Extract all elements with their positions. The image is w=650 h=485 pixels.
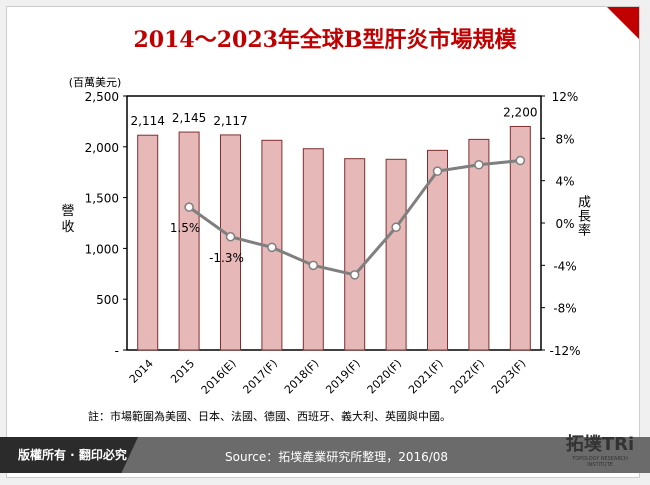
- y2-tick-label: -8%: [553, 302, 576, 316]
- bar: [178, 131, 200, 351]
- growth-point: [225, 232, 236, 242]
- growth-point: [308, 260, 319, 271]
- y-tick-label: -: [115, 344, 119, 358]
- logo: 拓墣TRi TOPOLOGY RESEARCH INSTITUTE: [560, 430, 640, 470]
- y2-axis-label: 成長率: [575, 195, 590, 237]
- y2-tick-label: 12%: [552, 90, 579, 104]
- x-tick-label: 2021(F): [406, 357, 446, 397]
- bar: [385, 158, 407, 351]
- growth-point: [184, 202, 194, 212]
- y-unit: (百萬美元): [69, 76, 122, 89]
- x-tick-label: 2018(F): [282, 357, 322, 397]
- growth-point: [515, 155, 526, 166]
- x-tick-label: 2020(F): [365, 357, 405, 397]
- y-tick-label: 2,000: [85, 141, 119, 155]
- bar-data-label: 2,117: [213, 114, 247, 128]
- chart-note: 註：市場範圍為美國、日本、法國、德國、西班牙、義大利、英國與中國。: [88, 410, 451, 423]
- x-tick-label: 2014: [127, 357, 156, 386]
- x-tick-label: 2023(F): [489, 357, 529, 397]
- growth-point: [474, 160, 484, 170]
- x-tick-label: 2017(F): [240, 357, 280, 397]
- y-tick-label: 1,500: [85, 192, 119, 206]
- bar: [344, 158, 366, 351]
- growth-point: [391, 222, 401, 232]
- y-tick-label: 1,000: [85, 242, 119, 256]
- logo-text: 拓墣TRi: [565, 434, 635, 455]
- y2-tick-label: 0%: [555, 217, 574, 231]
- copyright-label: 版權所有 · 翻印必究: [0, 437, 138, 473]
- y-tick-label: 2,500: [85, 90, 119, 104]
- chart-title: 2014～2023年全球B型肝炎市場規模: [133, 27, 517, 53]
- bar: [220, 134, 241, 351]
- bar: [137, 134, 159, 351]
- source-label: Source：拓墣產業研究所整理，2016/08: [225, 450, 449, 464]
- bar: [302, 148, 324, 351]
- bar-data-label: 2,145: [172, 111, 206, 125]
- growth-point: [349, 270, 360, 280]
- logo-subtext: TOPOLOGY RESEARCH INSTITUTE: [572, 456, 628, 468]
- line-data-label: -1.3%: [209, 251, 244, 265]
- y-tick-label: 500: [96, 293, 119, 307]
- bar: [468, 138, 490, 351]
- bar-data-label: 2,114: [131, 114, 165, 128]
- growth-point: [267, 242, 277, 253]
- y-axis-label: 營: [61, 204, 74, 219]
- corner-accent: [607, 7, 639, 39]
- x-tick-label: 2015: [168, 357, 197, 386]
- growth-point: [432, 166, 443, 176]
- y2-tick-label: -4%: [553, 259, 576, 273]
- bar: [427, 149, 448, 351]
- x-tick-label: 2022(F): [447, 357, 487, 397]
- x-tick-label: 2016(E): [199, 357, 239, 397]
- line-data-label: 1.5%: [170, 221, 201, 235]
- bar: [509, 125, 531, 351]
- bar-data-label: 2,200: [503, 105, 537, 119]
- y2-tick-label: 4%: [555, 175, 574, 189]
- x-tick-label: 2019(F): [323, 357, 363, 397]
- y2-tick-label: -12%: [549, 344, 580, 358]
- y2-tick-label: 8%: [555, 132, 574, 146]
- y-axis-label: 收: [61, 220, 74, 235]
